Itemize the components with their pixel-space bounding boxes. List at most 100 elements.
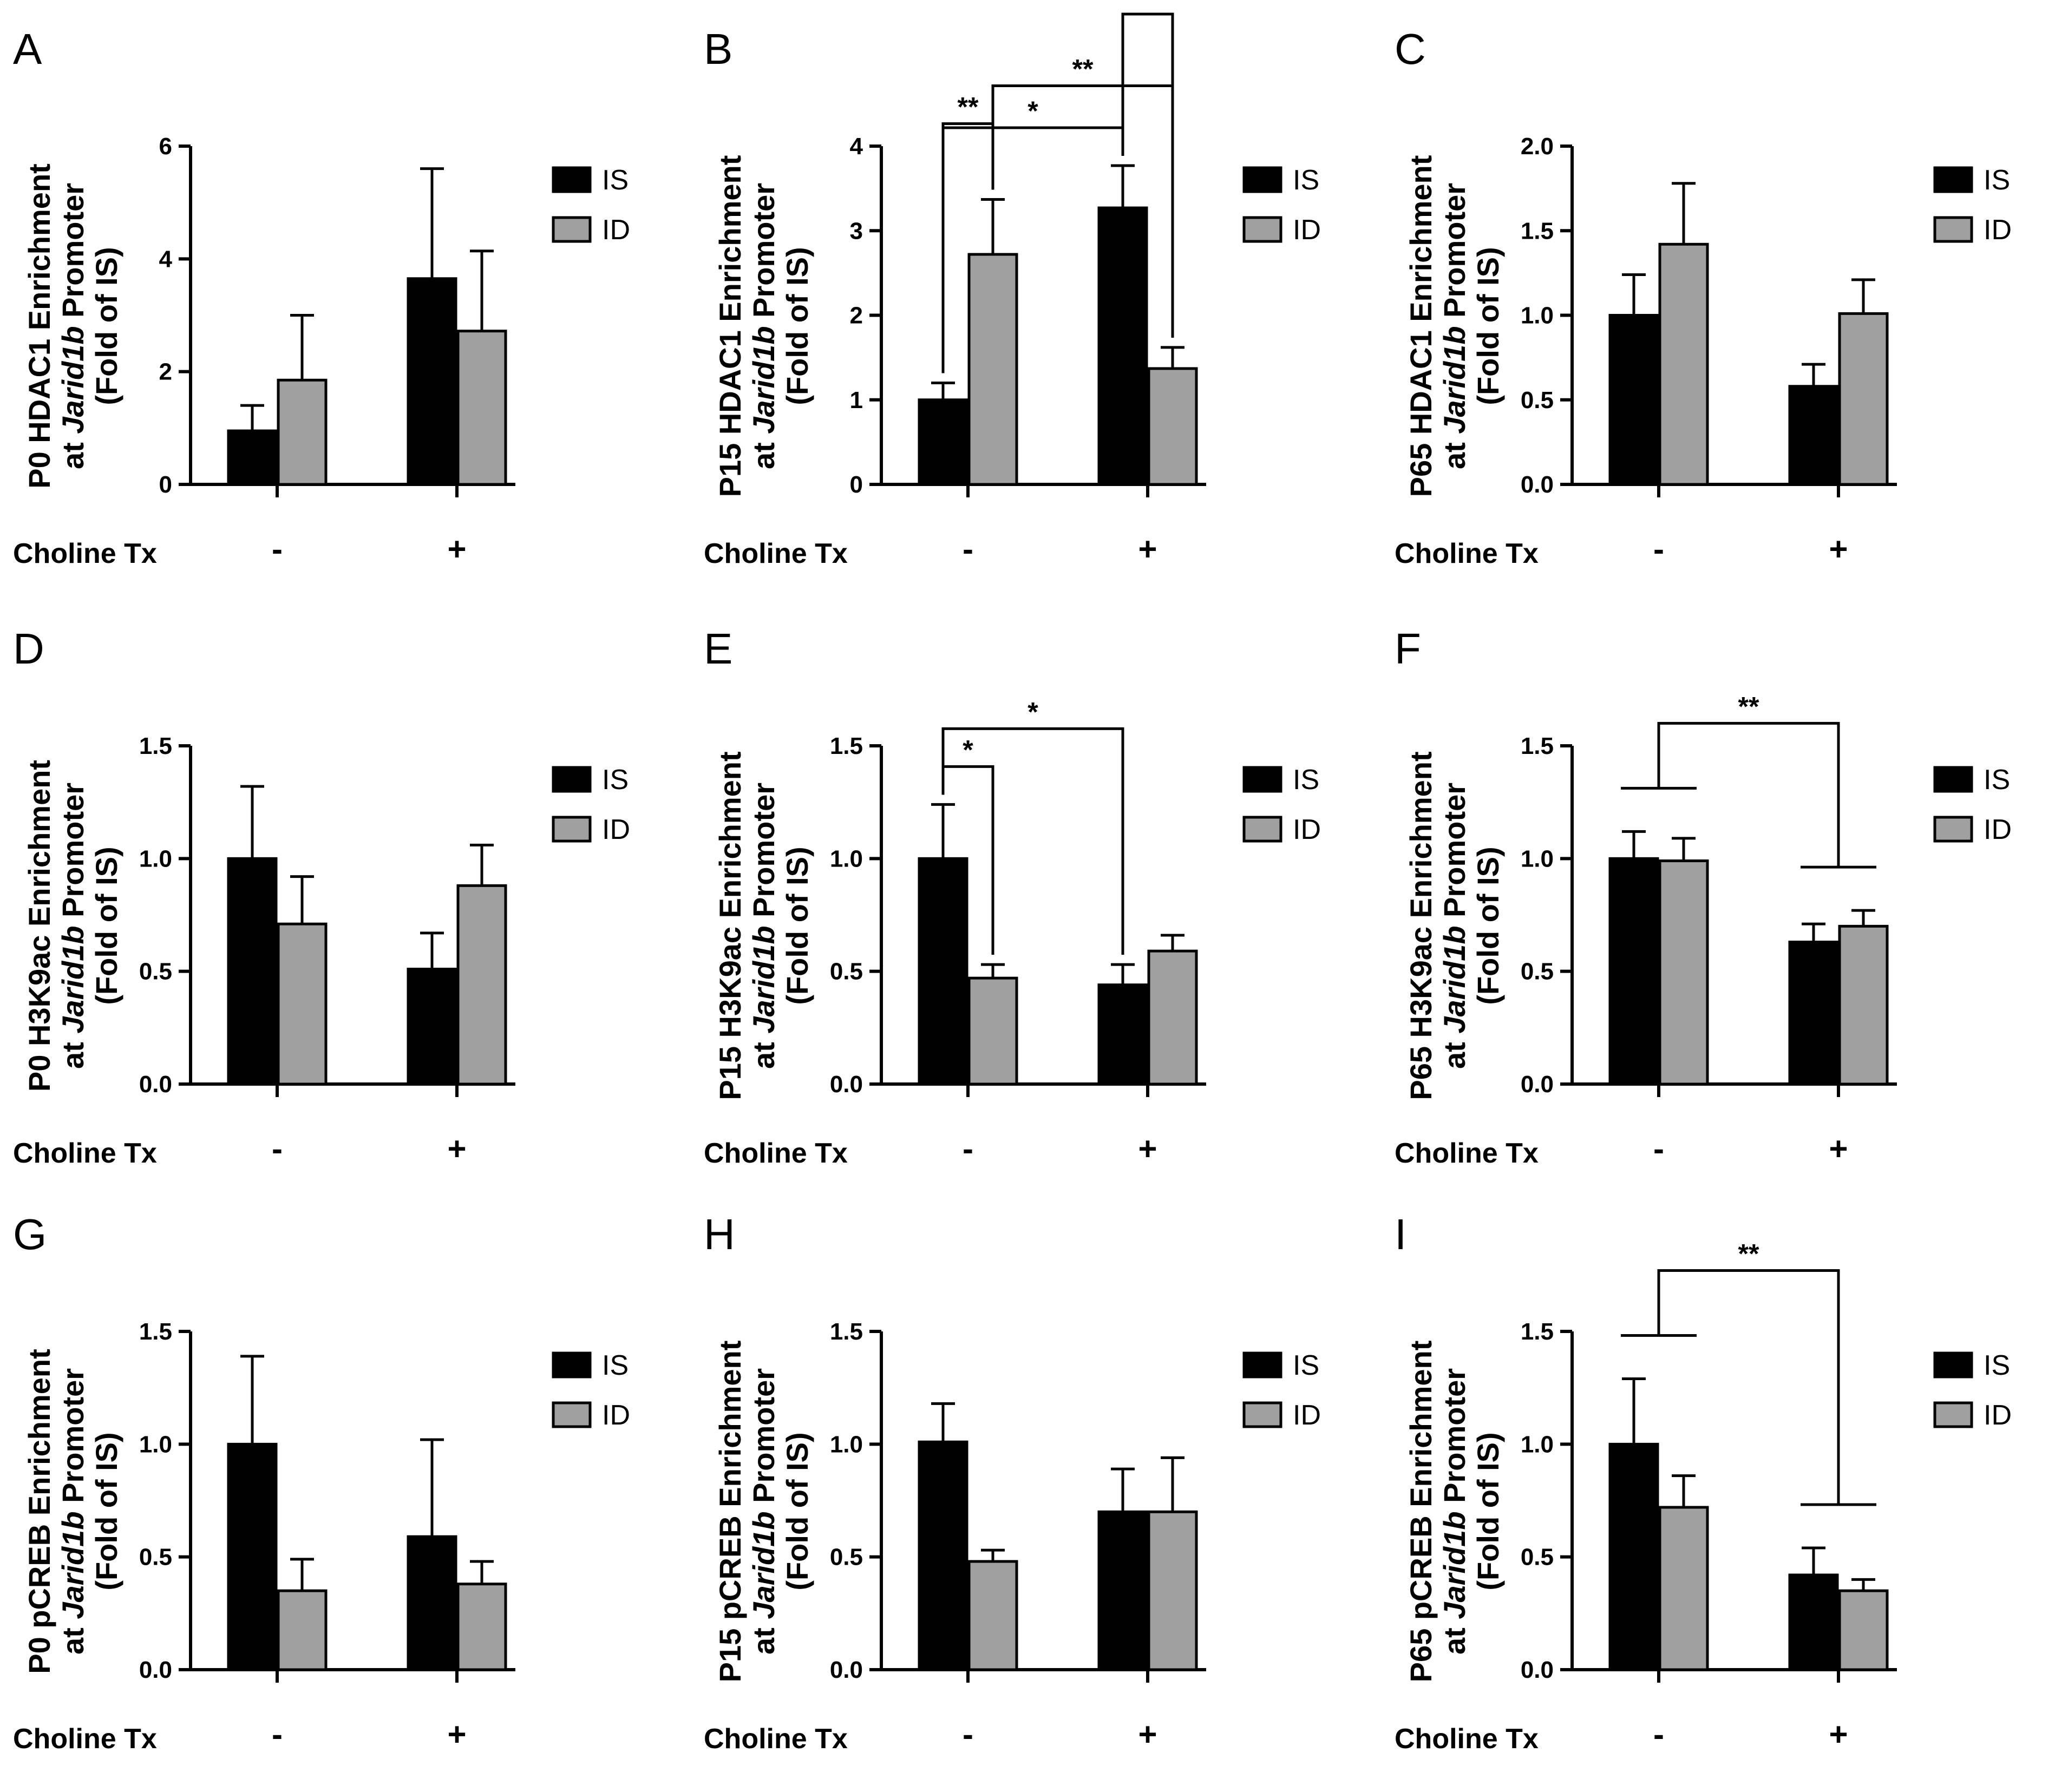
legend-label-is: IS (1293, 764, 1319, 796)
bar-id (456, 884, 507, 1086)
significance-label: ** (1738, 1239, 1759, 1269)
y-tick-label: 0.5 (139, 1544, 172, 1571)
y-tick-label: 0.5 (1521, 959, 1554, 985)
legend-label-id: ID (1293, 214, 1321, 246)
y-tick-label: 1.0 (830, 1431, 863, 1458)
panel-b: B P15 HDAC1 Enrichment at Jarid1b Promoter… (704, 0, 1321, 569)
y-axis-label-line1: P65 HDAC1 Enrichment (1404, 155, 1438, 497)
y-axis-label-line1: P0 H3K9ac Enrichment (22, 760, 56, 1092)
y-axis-label-prefix: at (56, 1619, 90, 1655)
legend-swatch-id (1242, 1401, 1282, 1428)
y-tick-label: 1.0 (830, 845, 863, 872)
legend-label-is: IS (602, 1350, 629, 1381)
legend-swatch-id (1242, 816, 1282, 843)
y-axis-label-line1: P15 HDAC1 Enrichment (713, 155, 747, 497)
legend-label-is: IS (1984, 764, 2010, 796)
y-axis-label: P65 HDAC1 Enrichment at Jarid1b Promoter(… (1404, 155, 1505, 497)
bar-is (1788, 941, 1839, 1086)
y-axis-label-prefix: at (747, 434, 781, 469)
y-tick-label: 1 (850, 387, 863, 413)
y-axis-label-gene: Jarid1b (1437, 1511, 1471, 1619)
y-axis-label-line2: at Jarid1b Promoter (56, 183, 90, 469)
y-axis-label-line3: (Fold of IS) (89, 1432, 123, 1590)
bar-id (456, 330, 507, 486)
legend-label-id: ID (1984, 214, 2012, 246)
y-tick-label: 1.0 (139, 1431, 172, 1458)
y-axis-label: P15 HDAC1 Enrichment at Jarid1b Promoter(… (713, 155, 814, 497)
significance-bracket (1657, 1269, 1840, 1505)
y-tick-label: 0.0 (139, 1657, 172, 1683)
y-axis-label-line2: at Jarid1b Promoter (1437, 183, 1471, 469)
y-tick-label: 0.0 (830, 1657, 863, 1683)
y-axis-label-gene: Jarid1b (747, 326, 781, 434)
bar-is (1608, 857, 1659, 1086)
panel-c: C P65 HDAC1 Enrichment at Jarid1b Promoter… (1395, 25, 2012, 569)
x-category-label: + (1138, 531, 1157, 567)
legend-swatch-is (1933, 1351, 1973, 1379)
bar-id (1838, 924, 1889, 1086)
panel-f: F P65 H3K9ac Enrichment at Jarid1b Promote… (1395, 625, 2012, 1169)
legend-swatch-is (1242, 1351, 1282, 1379)
y-tick-label: 0.0 (1521, 1071, 1554, 1098)
legend-swatch-id (1242, 216, 1282, 243)
y-tick-label: 1.5 (139, 1318, 172, 1345)
legend-swatch-is (1242, 766, 1282, 793)
x-category-label: + (1829, 1716, 1848, 1752)
y-axis-label-suffix: Promoter (56, 1368, 90, 1512)
bar-is (227, 857, 278, 1086)
y-axis-label-suffix: Promoter (1437, 1368, 1471, 1512)
legend-label-id: ID (602, 814, 630, 845)
y-tick-label: 1.5 (830, 1318, 863, 1345)
bar-is (1608, 1442, 1659, 1671)
y-axis-label: P0 H3K9ac Enrichment at Jarid1b Promoter(… (22, 760, 123, 1092)
significance-bracket (941, 727, 1124, 955)
bar-id (1147, 1510, 1198, 1671)
y-axis-label-suffix: Promoter (1437, 183, 1471, 326)
bar-is (1608, 314, 1659, 486)
panel-letter: G (13, 1210, 47, 1258)
legend-label-id: ID (1293, 1400, 1321, 1431)
x-category-label: + (1829, 531, 1848, 567)
y-axis-label-suffix: Promoter (747, 783, 781, 926)
y-axis-label-line2: at Jarid1b Promoter (747, 1368, 781, 1655)
bar-is (227, 429, 278, 486)
legend-label-id: ID (602, 1400, 630, 1431)
y-axis-label-prefix: at (1437, 1619, 1471, 1655)
significance-label: ** (958, 91, 979, 122)
y-axis-label-gene: Jarid1b (56, 925, 90, 1033)
y-tick-label: 0.0 (1521, 471, 1554, 498)
panel-letter: H (704, 1210, 735, 1258)
y-tick-label: 3 (850, 218, 863, 244)
legend-swatch-is (1933, 766, 1973, 793)
y-axis-label-line1: P15 pCREB Enrichment (713, 1341, 747, 1683)
y-axis-label-line1: P0 pCREB Enrichment (22, 1349, 56, 1674)
x-axis-title: Choline Tx (13, 1138, 157, 1169)
x-axis-title: Choline Tx (704, 1138, 848, 1169)
bar-is (918, 857, 968, 1086)
bar-is (407, 1535, 457, 1671)
y-tick-label: 6 (159, 133, 172, 160)
y-axis-label-prefix: at (56, 434, 90, 469)
bar-id (1147, 949, 1198, 1086)
y-tick-label: 0.0 (830, 1071, 863, 1098)
y-tick-label: 0.0 (139, 1071, 172, 1098)
y-axis-label-line1: P65 H3K9ac Enrichment (1404, 751, 1438, 1100)
y-axis-label-prefix: at (56, 1034, 90, 1069)
legend-swatch-id (552, 816, 592, 843)
y-axis-label-line1: P15 H3K9ac Enrichment (713, 751, 747, 1100)
x-category-label: - (1653, 531, 1664, 567)
bar-id (1658, 859, 1709, 1086)
y-tick-label: 0 (850, 471, 863, 498)
y-tick-label: 1.0 (1521, 1431, 1554, 1458)
x-axis-title: Choline Tx (1395, 538, 1539, 569)
x-axis-title: Choline Tx (704, 538, 848, 569)
y-tick-label: 1.5 (830, 733, 863, 759)
panel-letter: E (704, 625, 732, 673)
x-category-label: - (963, 1716, 973, 1752)
y-tick-label: 0.5 (830, 1544, 863, 1571)
bar-id (1147, 367, 1198, 486)
y-axis-label-line2: at Jarid1b Promoter (1437, 1368, 1471, 1655)
panel-letter: C (1395, 25, 1426, 73)
x-category-label: + (447, 1131, 466, 1167)
legend-swatch-id (1933, 816, 1973, 843)
